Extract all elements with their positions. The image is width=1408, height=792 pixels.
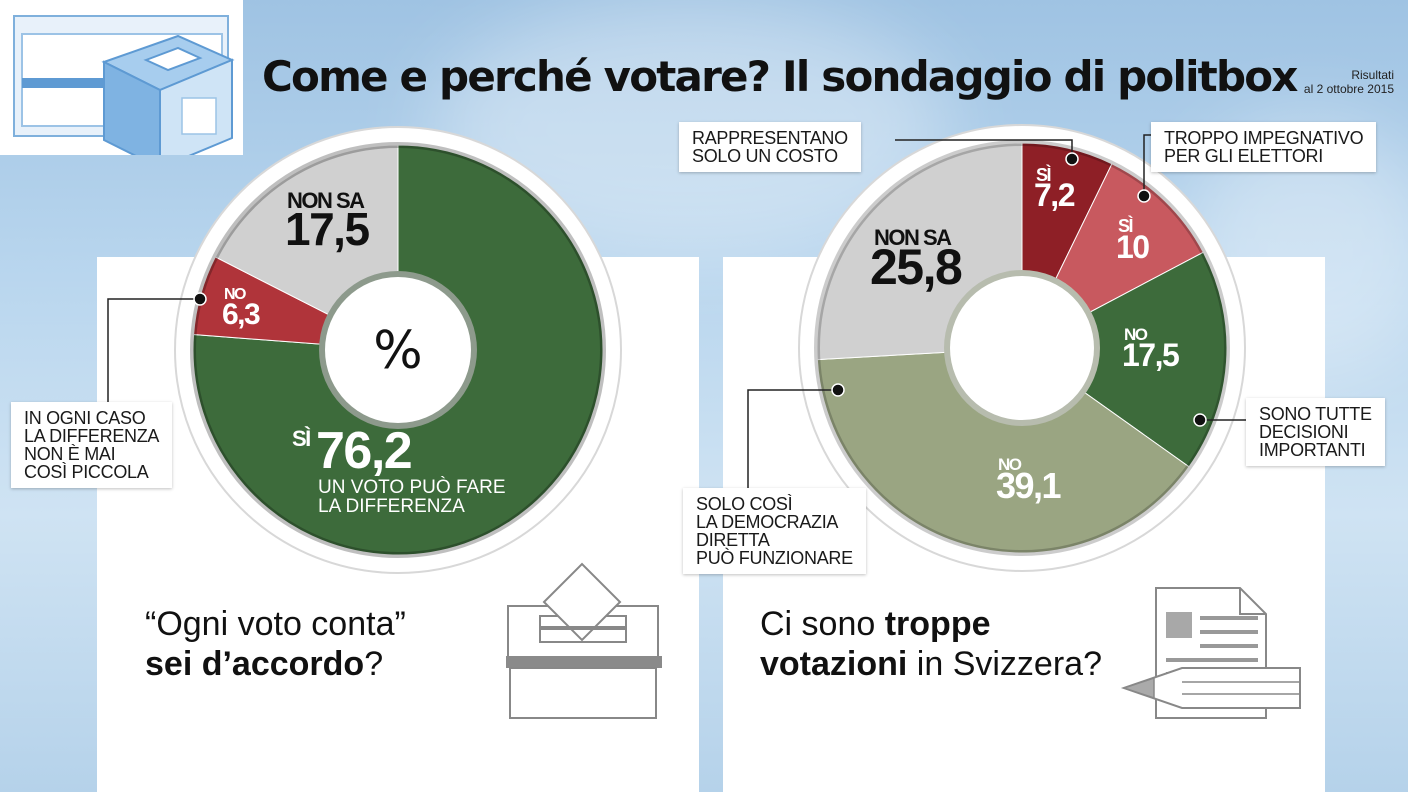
chart1-leader-dot (193, 292, 207, 306)
question-right-pre: Ci sono (760, 605, 885, 643)
callout-impegnativo: TROPPO IMPEGNATIVO PER GLI ELETTORI (1151, 122, 1377, 172)
chart1-label-si-value: 76,2 (316, 422, 411, 480)
chart1-outer-edge (190, 142, 606, 558)
chart1-label-no-cat: NO (224, 286, 246, 303)
question-left-line2: sei d’accordo? (145, 644, 406, 684)
question-right: Ci sono troppe votazioni in Svizzera? (760, 604, 1102, 684)
results-date: Risultati al 2 ottobre 2015 (1304, 68, 1394, 96)
question-right-line1: Ci sono troppe (760, 604, 1102, 644)
callout-differenza: IN OGNI CASO LA DIFFERENZA NON È MAI COS… (11, 402, 173, 488)
chart2-label-si2-cat: SÌ (1118, 215, 1134, 236)
chart2-label-no1-value: 17,5 (1122, 337, 1179, 373)
chart2-leader-impegnativo-dot (1137, 189, 1151, 203)
chart2-leader-impegnativo (1143, 134, 1151, 196)
chart2-leader-importanti-dot (1193, 413, 1207, 427)
chart1-label-nonsa-cat: NON SA (287, 188, 365, 213)
chart2-label-si1-value: 7,2 (1034, 177, 1075, 213)
ballot-box-icon-small (506, 562, 662, 719)
question-right-bold2: votazioni (760, 645, 908, 683)
chart1-leader (107, 298, 200, 402)
question-right-bold1: troppe (884, 605, 991, 643)
callout-costo: RAPPRESENTANO SOLO UN COSTO (679, 122, 861, 172)
callout-importanti: SONO TUTTE DECISIONI IMPORTANTI (1246, 398, 1385, 466)
chart1-hole (325, 277, 471, 423)
chart1-label-nonsa-value: 17,5 (285, 203, 369, 255)
chart2-label-si2-value: 10 (1116, 229, 1149, 265)
ballot-box-icon (13, 15, 235, 170)
chart2-label-nonsa-cat: NON SA (874, 225, 952, 250)
chart1-label-no-value: 6,3 (222, 298, 260, 331)
chart2-label-no1-cat: NO (1124, 325, 1148, 344)
ballot-box-logo (0, 0, 243, 170)
callout-democrazia: SOLO COSÌ LA DEMOCRAZIA DIRETTA PUÒ FUNZ… (683, 488, 866, 574)
question-left-rest: ? (364, 645, 384, 683)
page-title: Come e perché votare? Il sondaggio di po… (262, 52, 1298, 101)
chart1-center-label: % (373, 321, 422, 381)
results-label: Risultati (1351, 68, 1394, 82)
question-left-bold: sei d’accordo (145, 645, 365, 683)
chart2-leader-democrazia-dot (831, 383, 845, 397)
chart1-label-si-sub-0: UN VOTO PUÒ FARE (318, 476, 506, 498)
chart2-label-no2-value: 39,1 (996, 465, 1062, 506)
question-left-line1: “Ogni voto conta” (145, 605, 406, 643)
chart2-outer-edge (814, 140, 1230, 556)
question-right-line2: votazioni in Svizzera? (760, 644, 1102, 684)
chart2-hole (950, 276, 1094, 420)
question-left: “Ogni voto conta” sei d’accordo? (145, 604, 406, 684)
chart1-label-si-sub-1: LA DIFFERENZA (318, 496, 465, 517)
chart2-label-si1-cat: SÌ (1036, 164, 1052, 185)
chart2-leader-democrazia (747, 389, 838, 488)
chart2-leader-costo-dot (1065, 152, 1079, 166)
chart2-label-no2-cat: NO (998, 455, 1022, 474)
document-pencil-icon (1120, 587, 1301, 719)
chart1-label-si-cat: SÌ (292, 426, 311, 451)
question-right-rest: in Svizzera? (907, 645, 1102, 683)
chart2-label-nonsa-value: 25,8 (870, 239, 962, 295)
results-date-text: al 2 ottobre 2015 (1303, 82, 1394, 96)
